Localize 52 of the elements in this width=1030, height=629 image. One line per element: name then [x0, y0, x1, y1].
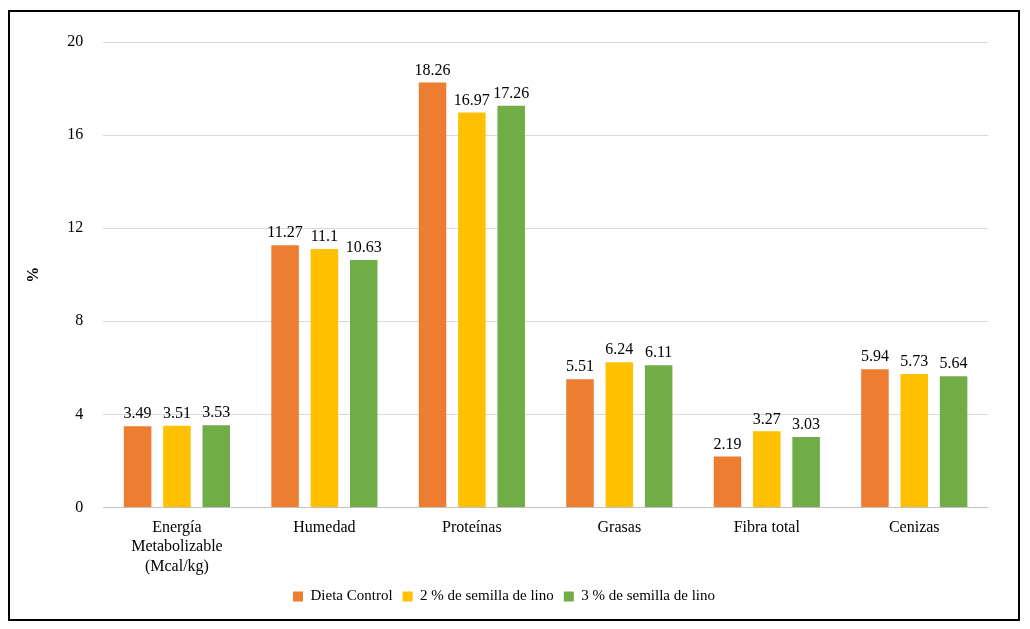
bar: [123, 426, 152, 507]
bar: [497, 105, 525, 507]
legend-label: 2 % de semilla de lino: [420, 587, 554, 604]
data-label: 3.49: [123, 404, 152, 422]
data-label: 11.1: [310, 227, 339, 245]
x-tick-label: Fibra total: [733, 518, 801, 536]
data-label: 5.73: [900, 352, 929, 370]
x-tick-label: Cenizas: [888, 518, 940, 536]
bar: [792, 436, 820, 507]
data-label: 17.26: [493, 83, 530, 101]
data-label: 11.27: [267, 223, 303, 241]
data-label: 5.51: [566, 357, 595, 375]
bar: [418, 82, 447, 507]
data-label: 3.53: [202, 403, 231, 421]
bar: [566, 379, 594, 507]
bar: [310, 249, 339, 507]
bar: [753, 431, 781, 507]
x-tick-label: Humedad: [293, 518, 356, 536]
bar: [458, 112, 486, 507]
data-label: 3.27: [752, 409, 781, 427]
x-tick-label: Grasas: [597, 518, 642, 536]
legend-label: Dieta Control: [310, 587, 393, 604]
bar: [605, 362, 634, 507]
bar: [713, 456, 742, 507]
bar: [202, 425, 231, 507]
bar: [900, 374, 929, 507]
data-label: 5.64: [939, 354, 968, 372]
bar: [271, 245, 299, 507]
bar: [939, 376, 968, 507]
data-label: 6.11: [644, 343, 673, 361]
data-label: 3.03: [792, 415, 821, 433]
y-tick-label: 20: [67, 32, 84, 50]
data-label: 18.26: [414, 60, 451, 78]
x-tick-label: Proteínas: [442, 518, 502, 536]
y-tick-label: 16: [67, 125, 84, 143]
y-tick-label: 4: [75, 404, 84, 422]
y-axis-title: %: [23, 266, 41, 283]
legend-label: 3 % de semilla de lino: [581, 587, 715, 604]
x-tick-label: Energía Metabolizable (Mcal/kg): [131, 518, 223, 575]
data-label: 2.19: [713, 434, 742, 452]
bar: [349, 260, 378, 507]
data-label: 16.97: [453, 90, 490, 108]
data-label: 10.63: [345, 238, 382, 256]
data-label: 3.51: [162, 403, 191, 421]
data-label: 5.94: [860, 347, 889, 365]
bar: [644, 365, 673, 507]
data-label: 6.24: [605, 340, 634, 358]
bar: [861, 369, 889, 507]
y-tick-label: 0: [75, 497, 84, 515]
y-tick-label: 12: [67, 218, 84, 236]
bar: [163, 425, 191, 507]
y-tick-label: 8: [75, 311, 84, 329]
